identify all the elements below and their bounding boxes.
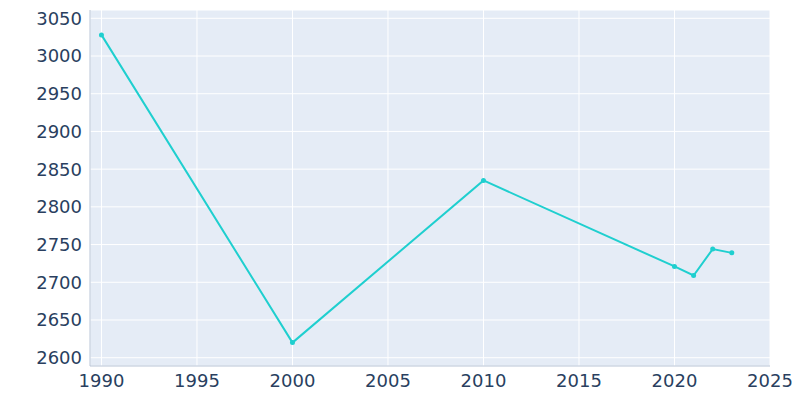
svg-text:2800: 2800 <box>36 196 82 217</box>
svg-text:2850: 2850 <box>36 159 82 180</box>
svg-text:1990: 1990 <box>79 370 125 391</box>
svg-text:2750: 2750 <box>36 234 82 255</box>
svg-text:2010: 2010 <box>461 370 507 391</box>
svg-text:3050: 3050 <box>36 8 82 29</box>
svg-text:2020: 2020 <box>652 370 698 391</box>
svg-text:2700: 2700 <box>36 272 82 293</box>
svg-text:2025: 2025 <box>747 370 792 391</box>
svg-text:2650: 2650 <box>36 309 82 330</box>
svg-text:2000: 2000 <box>270 370 316 391</box>
svg-text:2015: 2015 <box>556 370 602 391</box>
svg-text:1995: 1995 <box>174 370 220 391</box>
svg-text:2900: 2900 <box>36 121 82 142</box>
svg-text:2950: 2950 <box>36 83 82 104</box>
svg-text:2600: 2600 <box>36 347 82 368</box>
svg-text:3000: 3000 <box>36 45 82 66</box>
svg-text:2005: 2005 <box>365 370 411 391</box>
